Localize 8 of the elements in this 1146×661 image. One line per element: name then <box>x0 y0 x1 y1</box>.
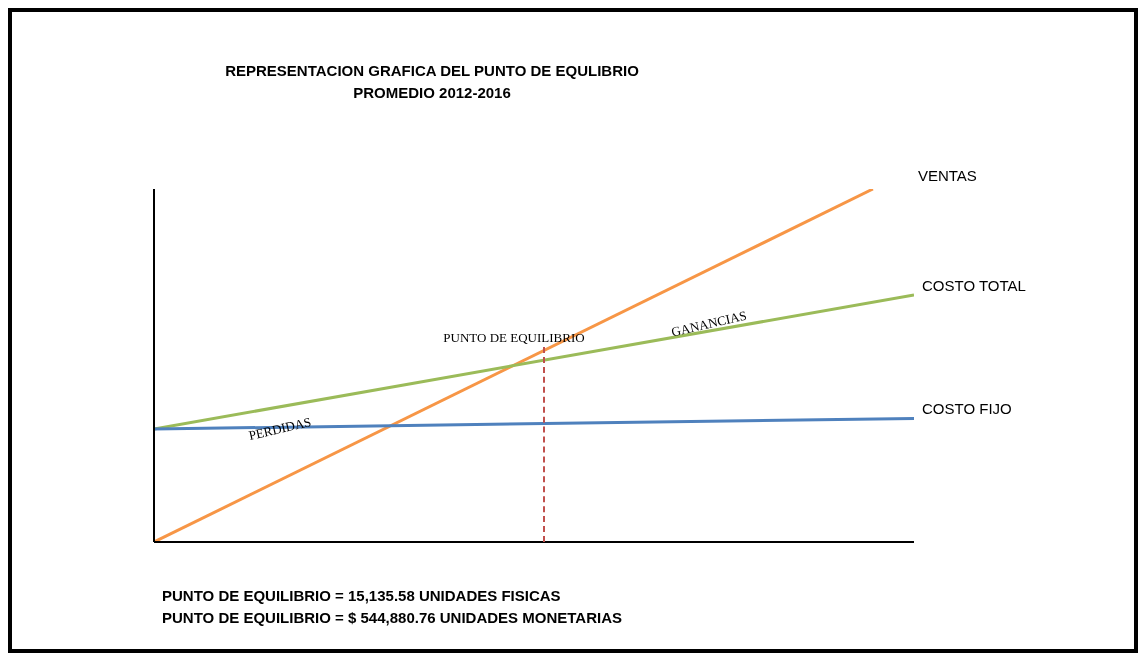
series-label: COSTO FIJO <box>922 400 1012 418</box>
series-label: COSTO TOTAL <box>922 276 1026 294</box>
text: PUNTO DE EQUILIBRIO = $ 544,880.76 UNIDADES MONETARIAS <box>162 608 622 628</box>
chart-subtitle: PROMEDIO 2012-2016 <box>352 83 512 103</box>
text: VENTAS <box>917 167 977 184</box>
chart-title: REPRESENTACION GRAFICA DEL PUNTO DE EQULIBRIO <box>224 61 640 81</box>
annotation: PERDIDAS <box>247 414 313 444</box>
text: PUNTO DE EQUILIBRIO = 15,135.58 UNIDADES FISICAS <box>162 586 562 606</box>
